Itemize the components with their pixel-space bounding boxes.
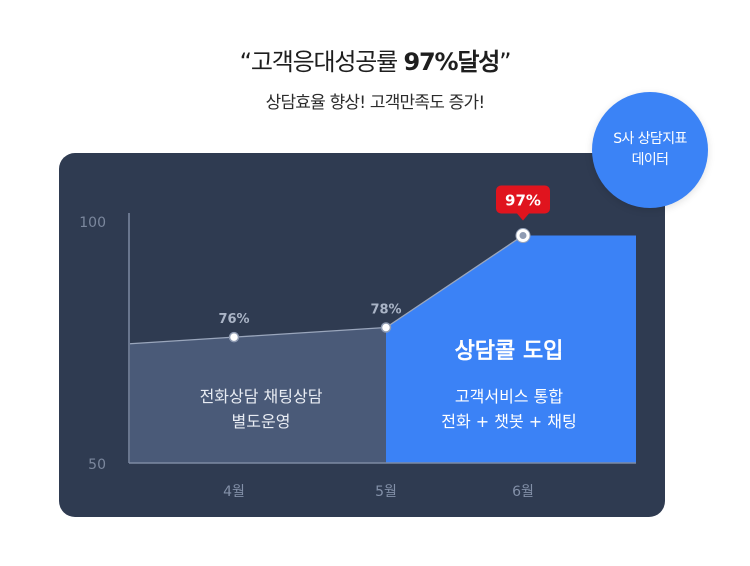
headline-quote-close: ” [499,48,511,76]
data-label: 76% [218,312,249,327]
area-before-adoption [130,327,386,463]
badge-line-1: S사 상담지표 [613,131,687,147]
data-point [519,232,527,240]
headline-highlight: 97%달성 [403,48,500,76]
x-tick-label: 5월 [375,484,397,500]
data-point [380,322,392,333]
page-headline: “고객응대성공률 97%달성” [0,42,750,77]
region-before-line-1: 전화상담 채팅상담 [200,387,323,406]
data-source-badge: S사 상담지표 데이터 [592,92,708,208]
highlight-label: 97% [505,192,541,210]
x-tick-label: 4월 [223,484,245,500]
region-after-line-1: 고객서비스 통합 [455,387,563,406]
region-before-line-2: 별도운영 [232,412,291,431]
y-tick-label: 100 [79,215,106,231]
highlight-tag-pointer [517,213,529,221]
area-after-adoption [386,235,636,463]
x-tick-label: 6월 [512,484,534,500]
badge-line-2: 데이터 [631,152,669,168]
series-line [129,234,524,345]
region-after-title: 상담콜 도입 [455,339,564,364]
highlight-tag [496,185,550,214]
headline-prefix: 고객응대성공률 [250,48,404,76]
data-point [228,331,240,343]
data-label: 78% [370,302,401,317]
y-tick-label: 50 [88,457,106,473]
region-after-line-2: 전화 + 챗봇 + 채팅 [441,412,576,431]
page-subtitle: 상담효율 향상! 고객만족도 증가! [265,93,486,113]
headline-quote-open: “ [239,48,252,76]
